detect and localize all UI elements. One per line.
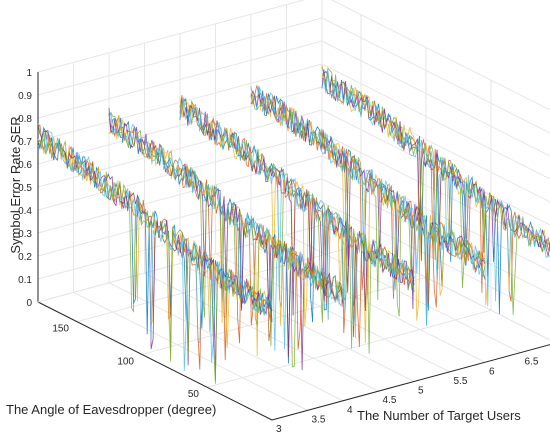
y-tick-label: 150 [52, 324, 69, 335]
x-tick-label: 6.5 [525, 357, 539, 368]
series-line [250, 85, 486, 327]
series-line [250, 86, 486, 326]
z-tick-label: 0.9 [18, 91, 32, 102]
y-axis-line [37, 301, 273, 421]
x-axis-line [271, 344, 550, 421]
series-line [179, 98, 415, 337]
tick-labels: 00.10.20.30.40.50.60.70.80.915010015033.… [18, 68, 539, 435]
z-tick-label: 0.3 [18, 229, 32, 240]
series-line [321, 70, 550, 307]
floor-grid-line [206, 309, 492, 388]
z-tick-label: 0.2 [18, 252, 32, 263]
series-line [179, 97, 415, 343]
z-tick-label: 0.1 [18, 275, 32, 286]
z-tick-label: 0.6 [18, 160, 32, 171]
x-tick-label: 3.5 [312, 414, 326, 425]
z-tick-label: 0 [26, 298, 32, 309]
series-line [37, 131, 273, 371]
y-tick-label: 100 [117, 356, 134, 367]
z-tick-label: 0.8 [18, 114, 32, 125]
x-axis-label: The Number of Target Users [357, 408, 521, 423]
x-tick-label: 4 [347, 405, 353, 416]
back-wall-grid-line [321, 17, 550, 134]
series-line [37, 129, 273, 384]
x-tick-label: 5.5 [454, 376, 468, 387]
x-tick-label: 5 [418, 386, 424, 397]
series-line [108, 113, 344, 350]
series-line [321, 67, 550, 315]
z-tick-label: 0.5 [18, 183, 32, 194]
y-tick-label: 50 [188, 389, 200, 400]
z-tick-label: 0.7 [18, 137, 32, 148]
y-axis-label: The Angle of Eavesdropper (degree) [6, 402, 216, 417]
series-line [179, 97, 415, 326]
x-tick-label: 4.5 [383, 395, 397, 406]
series-line [37, 123, 273, 348]
x-tick-label: 3 [276, 424, 282, 435]
grid [37, 0, 550, 421]
z-tick-label: 1 [26, 68, 32, 79]
z-axis-label: Symbol Error Rate SER [8, 116, 23, 253]
z-tick-label: 0.4 [18, 206, 32, 217]
series-line [108, 112, 344, 351]
x-tick-label: 6 [489, 366, 495, 377]
series-layer [37, 64, 550, 384]
